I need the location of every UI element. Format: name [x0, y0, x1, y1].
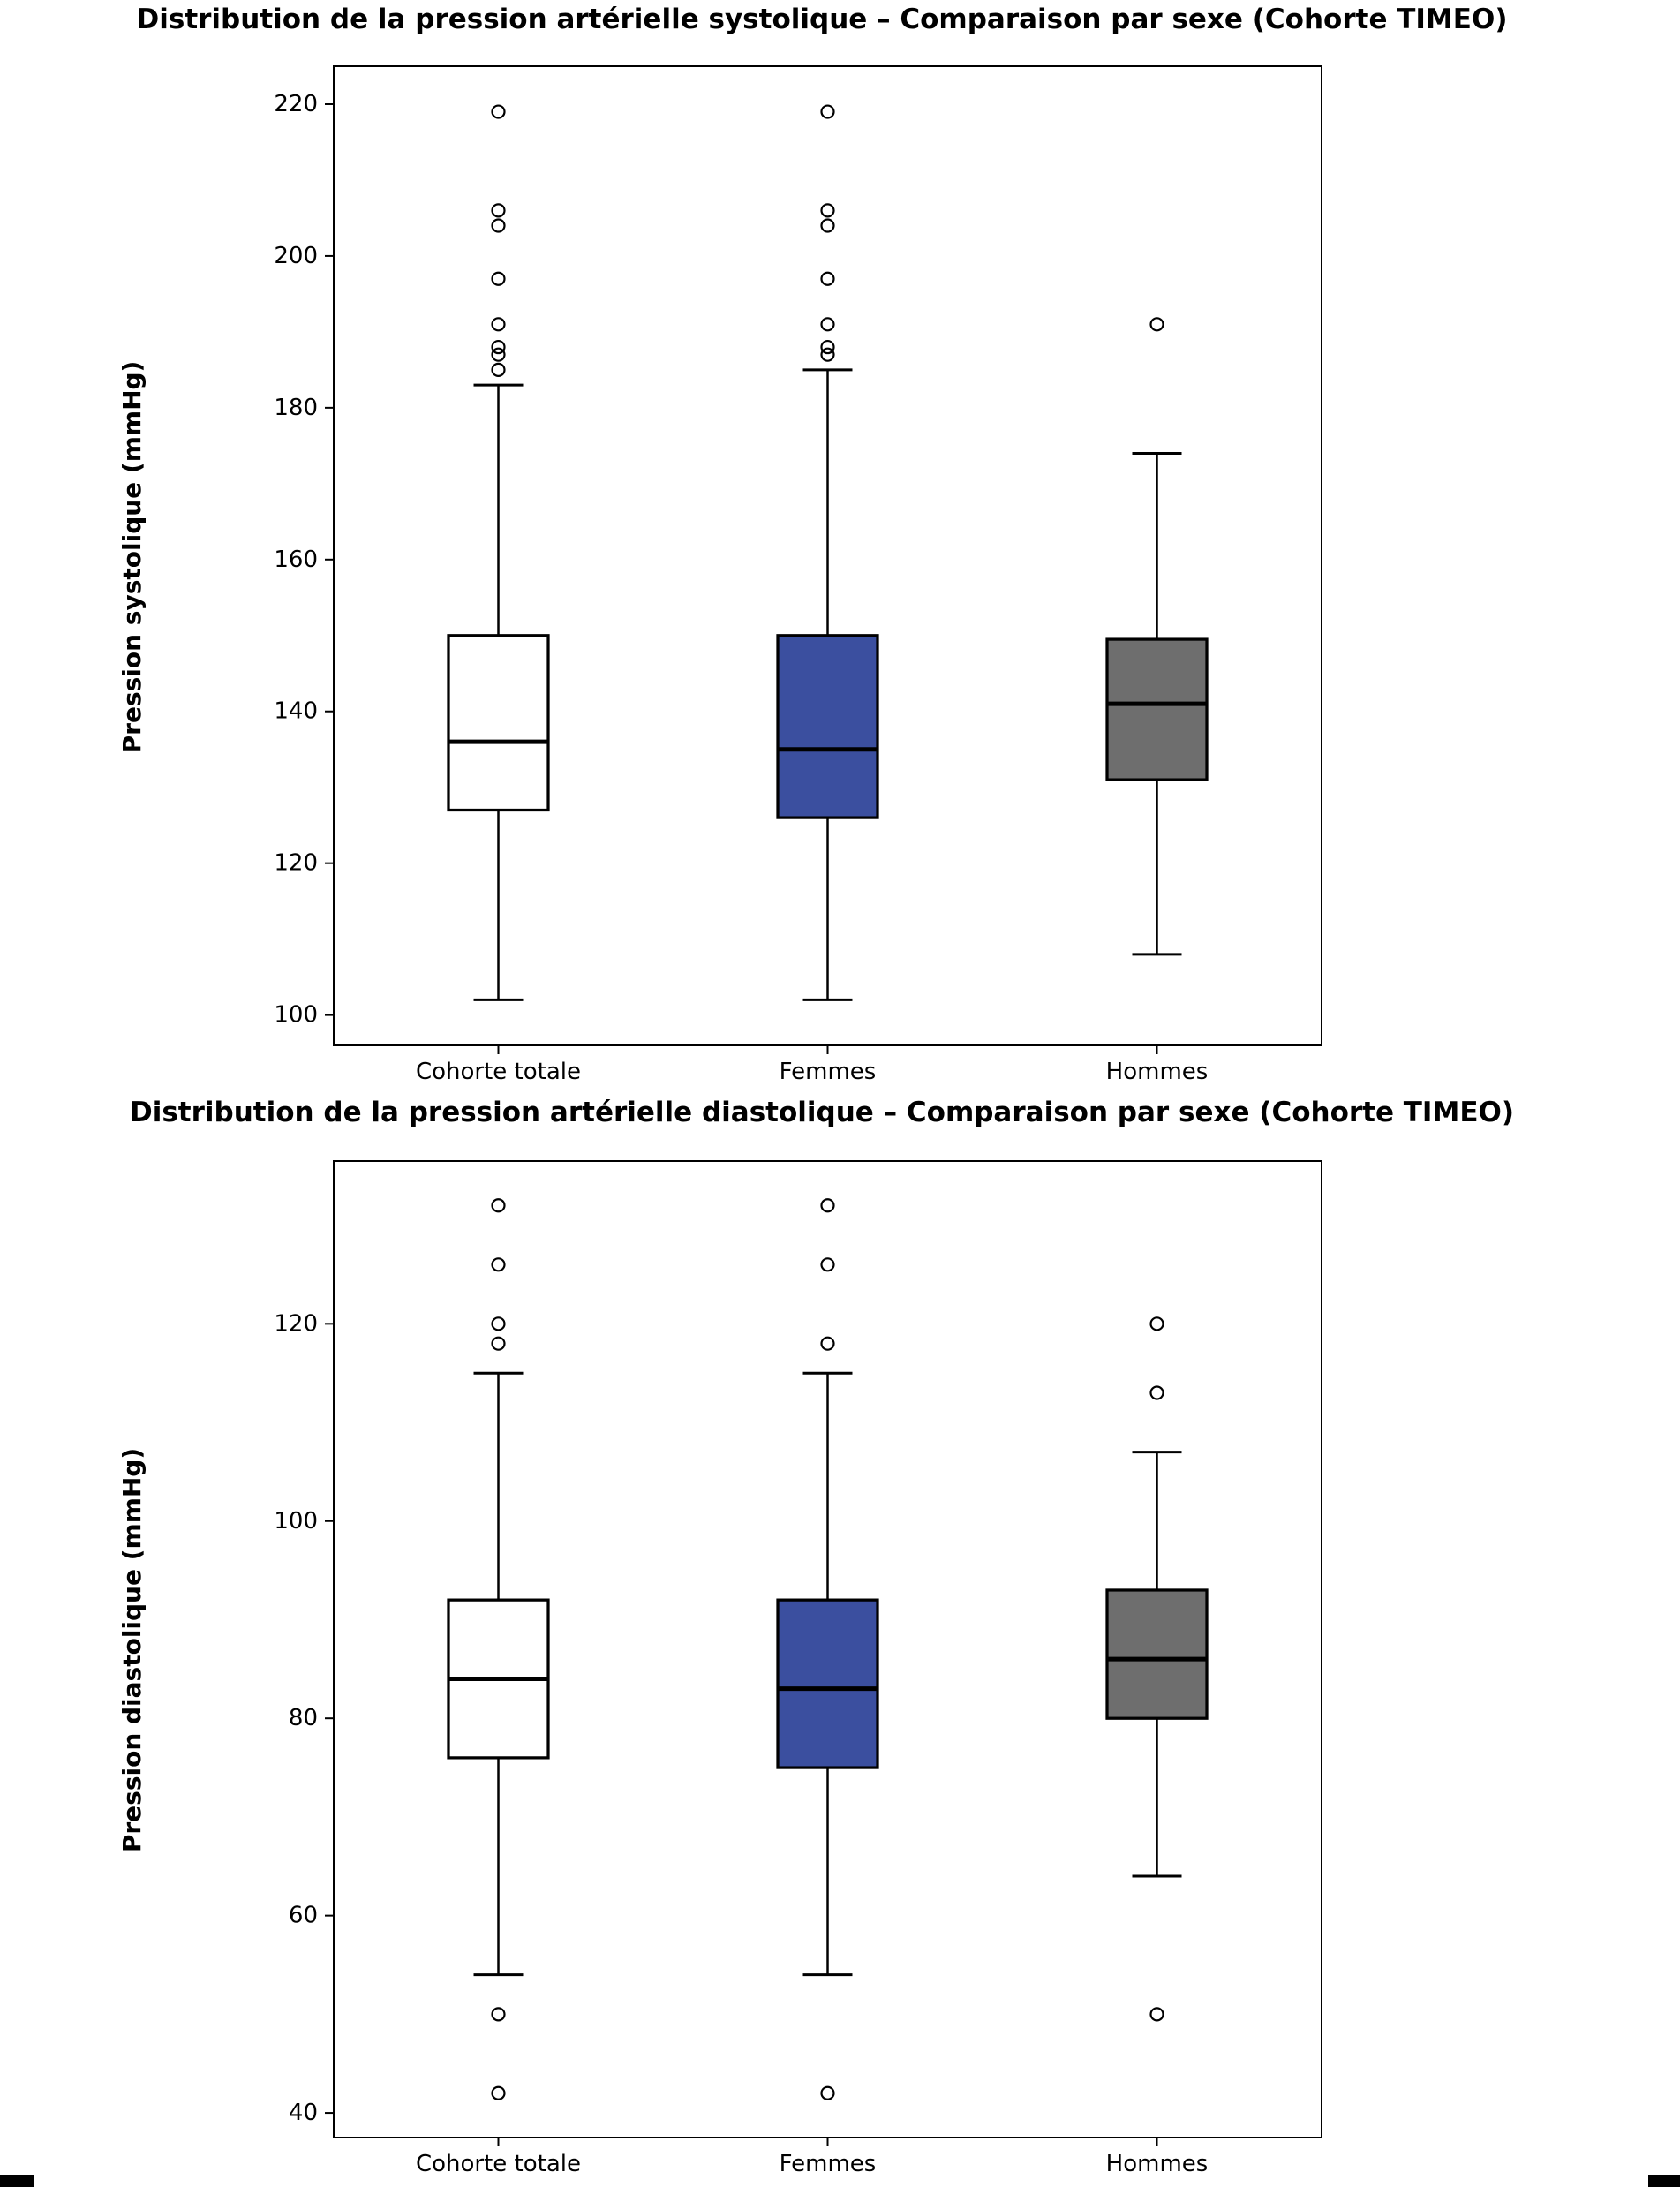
box-hommes: [1105, 1316, 1209, 2022]
outlier-point: [491, 317, 506, 332]
outlier-point: [491, 362, 506, 377]
outlier-point: [820, 203, 835, 218]
outlier-point: [491, 1336, 506, 1351]
x-tick-label-femmes: Femmes: [780, 2151, 877, 2177]
systolic-chart-title: Distribution de la pression artérielle s…: [136, 4, 1508, 35]
iqr-box: [1105, 1588, 1209, 1720]
outlier-point: [491, 203, 506, 218]
outlier-point: [491, 218, 506, 233]
iqr-box: [1105, 637, 1209, 781]
outlier-point: [1149, 2007, 1164, 2022]
screen-edge-artifact-left: [0, 2175, 34, 2187]
outlier-point: [820, 1198, 835, 1213]
iqr-box: [447, 634, 550, 812]
outlier-point: [491, 1257, 506, 1272]
x-tick-label-cohorte-totale: Cohorte totale: [416, 2151, 581, 2177]
systolic-boxplot-chart: Distribution de la pression artérielle s…: [0, 0, 1680, 1093]
x-tick-label-femmes: Femmes: [780, 1059, 877, 1085]
y-tick-label: 40: [289, 2100, 318, 2126]
y-tick-label: 180: [274, 395, 318, 421]
box-femmes: [776, 1198, 879, 2100]
outlier-point: [491, 104, 506, 119]
y-tick-label: 100: [274, 1002, 318, 1029]
box-femmes: [776, 104, 879, 1001]
box-cohorte-totale: [447, 1198, 550, 2100]
screen-edge-artifact-right: [1648, 2175, 1680, 2187]
outlier-point: [491, 271, 506, 286]
diastolic-boxplot-chart: Distribution de la pression artérielle d…: [0, 1093, 1680, 2187]
outlier-point: [491, 339, 506, 355]
outlier-point: [1149, 1385, 1164, 1400]
y-tick-label: 60: [289, 1903, 318, 1929]
outlier-point: [491, 1316, 506, 1331]
y-tick-label: 80: [289, 1705, 318, 1731]
box-cohorte-totale: [447, 104, 550, 1001]
outlier-point: [820, 2085, 835, 2100]
diastolic-chart-title: Distribution de la pression artérielle d…: [129, 1097, 1515, 1128]
x-tick-label-hommes: Hommes: [1106, 2151, 1209, 2177]
outlier-point: [491, 2085, 506, 2100]
box-hommes: [1105, 317, 1209, 956]
y-tick-label: 160: [274, 547, 318, 573]
outlier-point: [491, 1198, 506, 1213]
outlier-point: [820, 1257, 835, 1272]
outlier-point: [820, 1336, 835, 1351]
systolic-boxplot-svg: 100 120 140 160 180 200 220 Cohorte totale Femme…: [274, 65, 1322, 1085]
outlier-point: [491, 347, 506, 362]
x-tick-label-hommes: Hommes: [1106, 1059, 1209, 1085]
outlier-point: [820, 317, 835, 332]
y-tick-label: 100: [274, 1508, 318, 1535]
iqr-box: [776, 634, 879, 819]
outlier-point: [820, 104, 835, 119]
outlier-point: [491, 2007, 506, 2022]
x-tick-label-cohorte-totale: Cohorte totale: [416, 1059, 581, 1085]
outlier-point: [820, 347, 835, 362]
iqr-box: [776, 1598, 879, 1769]
y-tick-label: 140: [274, 698, 318, 725]
y-tick-label: 120: [274, 1310, 318, 1337]
y-tick-label: 120: [274, 850, 318, 877]
outlier-point: [820, 271, 835, 286]
diastolic-boxplot-svg: 40 60 80 100 120 Cohorte totale Femmes Hommes: [274, 1160, 1322, 2177]
outlier-point: [820, 339, 835, 355]
y-tick-label: 220: [274, 91, 318, 117]
outlier-point: [1149, 317, 1164, 332]
outlier-point: [1149, 1316, 1164, 1331]
y-tick-label: 200: [274, 243, 318, 269]
outlier-point: [820, 218, 835, 233]
